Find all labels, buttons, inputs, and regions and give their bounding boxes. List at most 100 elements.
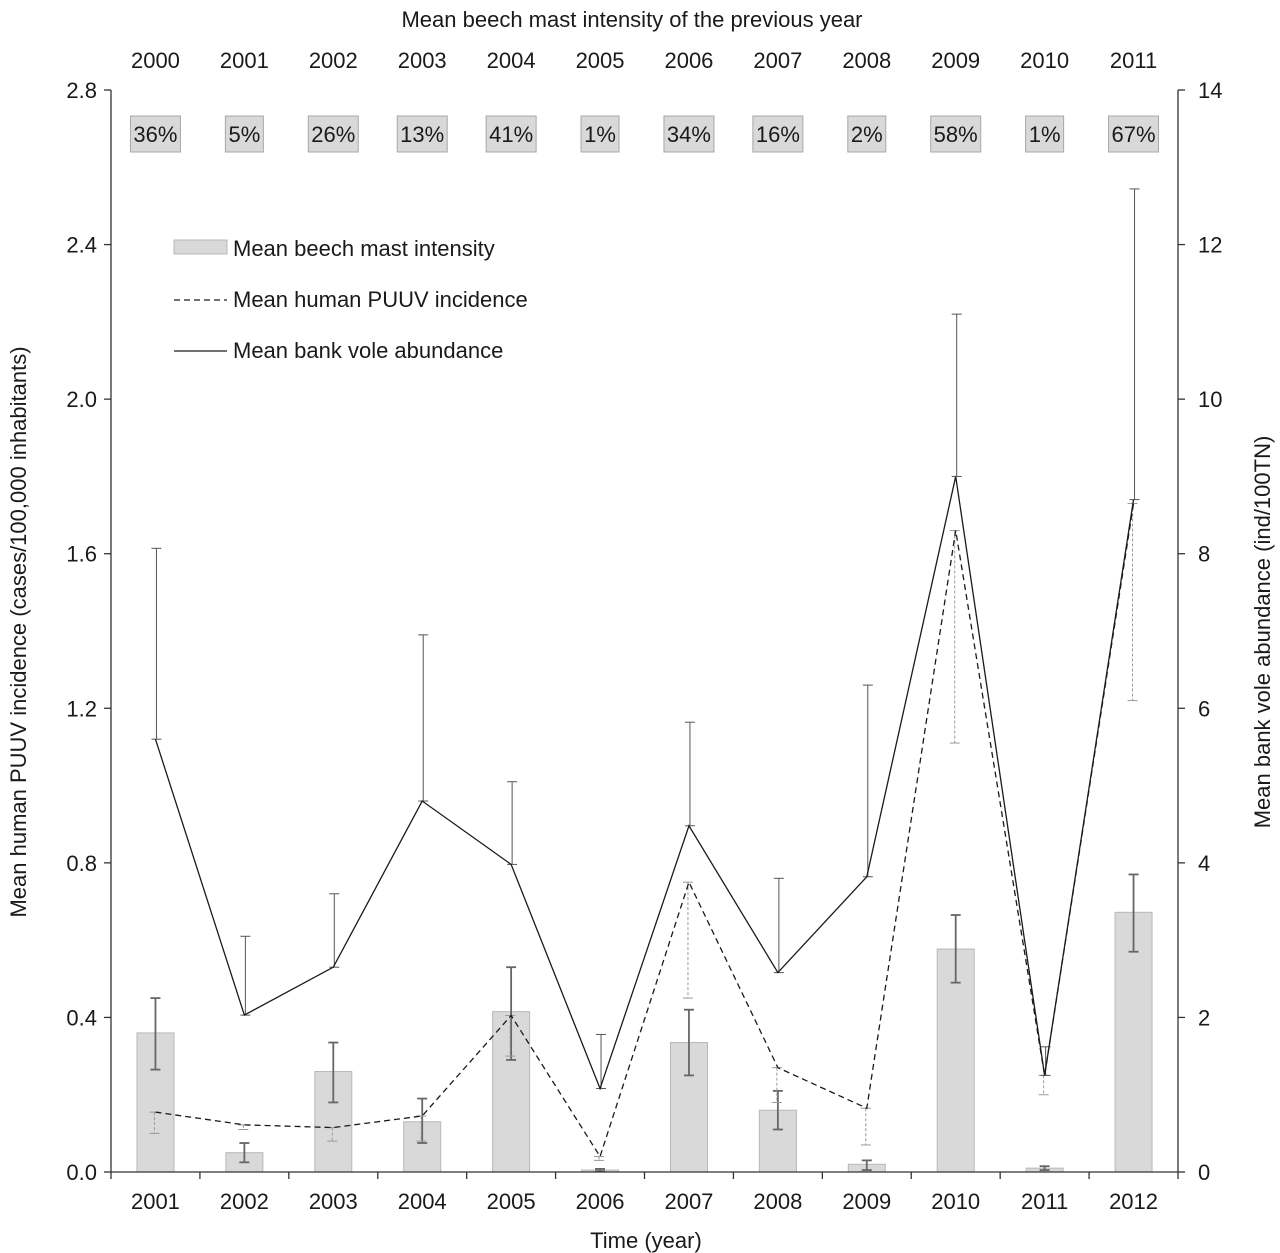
bar-2012 — [1114, 911, 1153, 1173]
mast-percent-boxes: 36% 5% 26% 13% 41% 1% 34% 16% 2% 58% 1% 67% — [129, 115, 1160, 153]
vole-error-2006 — [596, 1033, 607, 1090]
x-tick-label-2005: 2005 — [487, 1189, 536, 1214]
y-right-tick-label: 14 — [1198, 78, 1222, 103]
mast-percent-box-2002 — [307, 115, 359, 153]
puuv-error-2011 — [1038, 1074, 1049, 1096]
puuv-error-2008 — [771, 1067, 782, 1103]
y-right-tick-label: 4 — [1198, 851, 1210, 876]
vole-error-2008 — [773, 877, 784, 974]
bar-error-2005 — [506, 966, 517, 1061]
mast-percent-label-2011: 67% — [1112, 122, 1156, 147]
mast-percent-label-2000: 36% — [133, 122, 177, 147]
bank-vole-line — [154, 476, 1135, 1091]
mast-percent-box-2011 — [1108, 115, 1160, 153]
x-tick-label-2003: 2003 — [309, 1189, 358, 1214]
mast-percent-label-2003: 13% — [400, 122, 444, 147]
legend: Mean beech mast intensity Mean human PUUV… — [173, 236, 528, 363]
x-tick-label-2004: 2004 — [398, 1189, 447, 1214]
mast-percent-label-2001: 5% — [228, 122, 260, 147]
bar-error-2012 — [1128, 873, 1139, 953]
mast-percent-label-2006: 34% — [667, 122, 711, 147]
bar-error-2001 — [150, 997, 161, 1071]
x-tick-label-2008: 2008 — [753, 1189, 802, 1214]
top-tick-label-2006: 2006 — [664, 48, 713, 73]
y-left-tick-label: 1.2 — [66, 696, 97, 721]
y-right-tick-label: 6 — [1198, 696, 1210, 721]
y-axis-title-left: Mean human PUUV incidence (cases/100,000… — [6, 346, 31, 917]
y-left-tick-label: 2.0 — [66, 387, 97, 412]
mast-percent-label-2002: 26% — [311, 122, 355, 147]
top-tick-label-2010: 2010 — [1020, 48, 1069, 73]
vole-error-2007 — [684, 721, 695, 827]
top-tick-label-2003: 2003 — [398, 48, 447, 73]
mast-percent-box-2005 — [580, 115, 620, 153]
legend-label-beech-mast: Mean beech mast intensity — [233, 236, 495, 261]
mast-percent-box-2001 — [224, 115, 264, 153]
mast-percent-box-2004 — [485, 115, 537, 153]
line-series — [154, 476, 1135, 1159]
mast-percent-box-2007 — [752, 115, 804, 153]
y-left-tick-label: 2.4 — [66, 233, 97, 258]
vole-error-2012 — [1129, 188, 1140, 501]
mast-percent-label-2007: 16% — [756, 122, 800, 147]
puuv-error-2006 — [594, 1156, 605, 1161]
top-tick-label-2000: 2000 — [131, 48, 180, 73]
bar-error-2007 — [683, 1008, 694, 1077]
mast-percent-label-2004: 41% — [489, 122, 533, 147]
y-left-tick-label: 2.8 — [66, 78, 97, 103]
mast-percent-box-2009 — [930, 115, 982, 153]
bar-error-2006 — [595, 1168, 606, 1173]
y-left-tick-label: 0.4 — [66, 1005, 97, 1030]
puuv-error-2005 — [505, 1014, 516, 1057]
bar-error-2009 — [861, 1159, 872, 1171]
top-axis-title: Mean beech mast intensity of the previou… — [401, 7, 862, 32]
x-tick-label-2006: 2006 — [576, 1189, 625, 1214]
x-tick-label-2010: 2010 — [931, 1189, 980, 1214]
x-tick-label-2012: 2012 — [1109, 1189, 1158, 1214]
vole-error-2010 — [951, 313, 962, 477]
bar-error-2004 — [417, 1097, 428, 1144]
top-tick-label-2002: 2002 — [309, 48, 358, 73]
vole-error-2001 — [151, 547, 162, 740]
puuv-incidence-line — [155, 503, 1135, 1159]
vole-error-2004 — [418, 634, 429, 802]
y-axis-title-right: Mean bank vole abundance (ind/100TN) — [1250, 436, 1275, 829]
y-right-tick-label: 2 — [1198, 1005, 1210, 1030]
x-tick-label-2009: 2009 — [842, 1189, 891, 1214]
axes — [104, 89, 1185, 1179]
vole-error-2002 — [240, 935, 251, 1016]
mast-percent-label-2009: 58% — [934, 122, 978, 147]
y-left-tick-label: 0.8 — [66, 851, 97, 876]
axis-labels: 0.0 0.4 0.8 1.2 1.6 2.0 2.4 2.8 0 2 4 6 8 10 12 14 2001 2… — [66, 48, 1222, 1214]
legend-label-bank-vole: Mean bank vole abundance — [233, 338, 503, 363]
mast-percent-box-2006 — [663, 115, 715, 153]
y-right-tick-label: 0 — [1198, 1160, 1210, 1185]
top-tick-label-2008: 2008 — [842, 48, 891, 73]
bar-error-2002 — [239, 1142, 250, 1164]
x-tick-label-2002: 2002 — [220, 1189, 269, 1214]
top-tick-label-2007: 2007 — [753, 48, 802, 73]
x-tick-label-2007: 2007 — [664, 1189, 713, 1214]
y-left-tick-label: 1.6 — [66, 542, 97, 567]
bar-error-2003 — [328, 1041, 339, 1104]
mast-percent-label-2008: 2% — [851, 122, 883, 147]
y-right-tick-label: 8 — [1198, 542, 1210, 567]
top-tick-label-2001: 2001 — [220, 48, 269, 73]
error-bars — [149, 188, 1140, 1173]
bar-error-2011 — [1039, 1165, 1050, 1171]
mast-percent-label-2010: 1% — [1029, 122, 1061, 147]
mast-percent-box-2003 — [396, 115, 448, 153]
y-right-tick-label: 10 — [1198, 387, 1222, 412]
top-tick-label-2011: 2011 — [1110, 48, 1157, 73]
top-tick-label-2004: 2004 — [487, 48, 536, 73]
vole-error-2003 — [329, 893, 340, 968]
x-axis-title: Time (year) — [590, 1228, 702, 1253]
puuv-error-2009 — [860, 1107, 871, 1146]
legend-swatch-beech-mast — [173, 239, 228, 255]
y-right-tick-label: 12 — [1198, 233, 1222, 258]
mast-percent-box-2000 — [129, 115, 181, 153]
x-tick-label-2001: 2001 — [131, 1189, 180, 1214]
bar-series — [136, 911, 1153, 1173]
legend-label-puuv: Mean human PUUV incidence — [233, 287, 528, 312]
